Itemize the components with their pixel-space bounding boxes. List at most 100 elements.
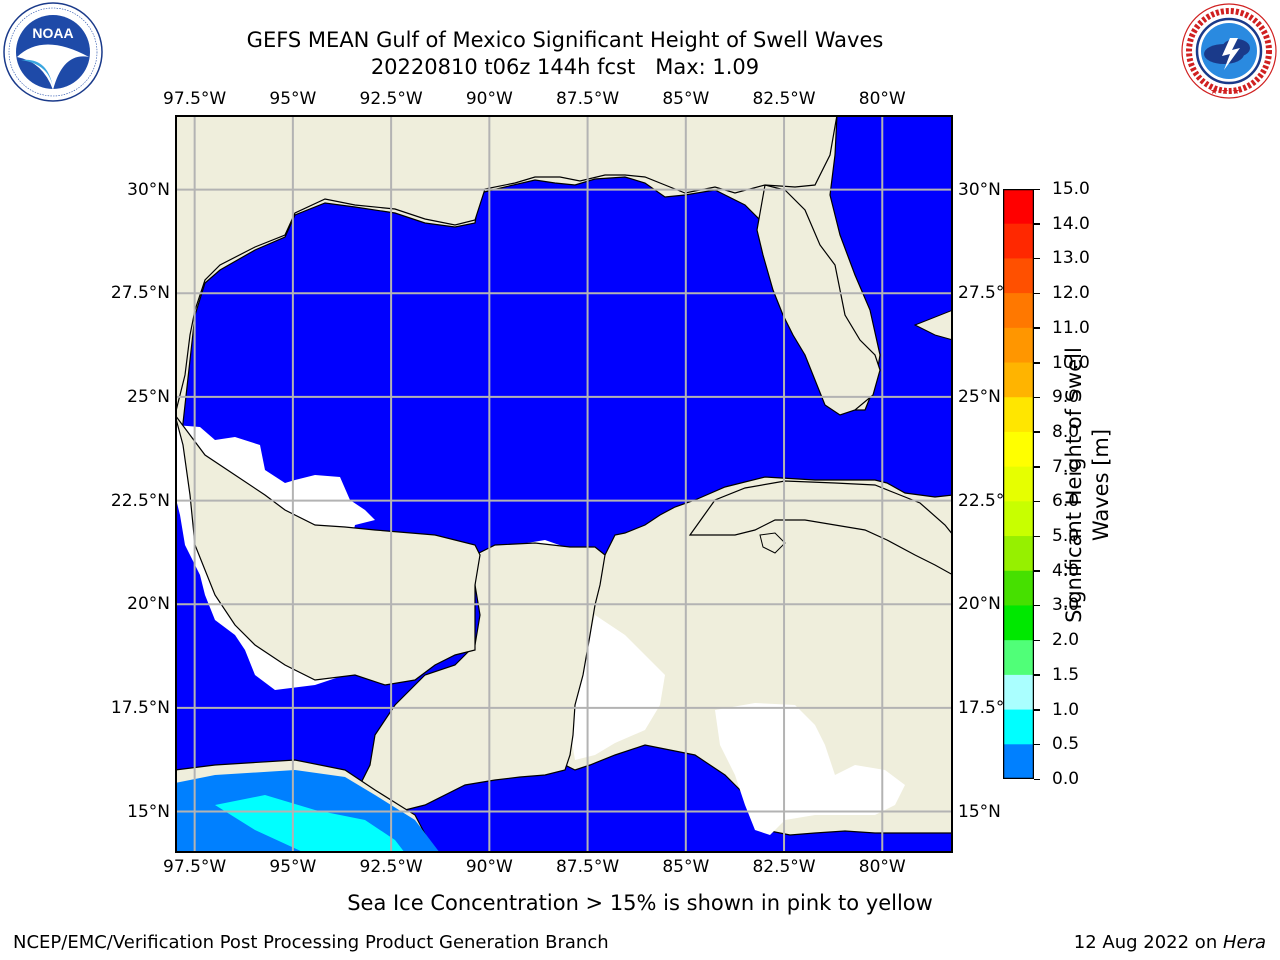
lat-tick-left-4: 20°N	[127, 594, 170, 615]
colorbar-swatch-7	[1003, 431, 1034, 468]
colorbar-title-line2: Waves [m]	[1089, 428, 1113, 542]
lon-tick-bottom-5: 85°W	[662, 857, 710, 877]
colorbar-swatch-14	[1003, 674, 1034, 711]
lon-tick-top-7: 80°W	[858, 89, 906, 109]
gulf-of-mexico-map	[174, 114, 954, 854]
colorbar-tick-mark-15	[1034, 709, 1040, 711]
lon-tick-bottom-6: 82.5°W	[752, 857, 816, 877]
lat-tick-right-1: 27.5°	[958, 283, 1005, 304]
colorbar-tick-0: 15.0	[1052, 179, 1090, 199]
lat-tick-right-6: 15°N	[958, 801, 1001, 822]
lat-tick-left-1: 27.5°N	[110, 283, 170, 304]
colorbar	[1002, 188, 1035, 780]
lat-tick-left-2: 25°N	[127, 386, 170, 407]
chart-title: GEFS MEAN Gulf of Mexico Significant Hei…	[246, 28, 884, 52]
colorbar-tick-17: 0.0	[1052, 769, 1080, 789]
footer-date: 12 Aug 2022 on Hera	[1074, 932, 1266, 953]
colorbar-tick-16: 0.5	[1052, 734, 1080, 755]
lon-tick-bottom-1: 95°W	[269, 857, 317, 877]
colorbar-swatch-9	[1003, 501, 1034, 537]
lon-tick-top-2: 92.5°W	[359, 89, 423, 109]
lat-tick-left-6: 15°N	[127, 801, 170, 822]
sea-ice-note: Sea Ice Concentration > 15% is shown in …	[347, 891, 933, 915]
colorbar-tick-mark-3	[1034, 292, 1040, 295]
lon-tick-bottom-4: 87.5°W	[555, 857, 620, 877]
colorbar-tick-mark-13	[1034, 639, 1040, 642]
lon-tick-bottom-3: 90°W	[465, 857, 513, 877]
lon-tick-bottom-0: 97.5°W	[163, 857, 227, 877]
lon-tick-top-1: 95°W	[269, 89, 317, 109]
colorbar-border	[1002, 188, 1035, 780]
no-data-region-caribbean-west	[570, 615, 665, 760]
colorbar-swatch-1	[1003, 223, 1034, 259]
colorbar-tick-mark-10	[1034, 535, 1040, 538]
colorbar-swatch-5	[1003, 362, 1034, 398]
colorbar-tick-mark-5	[1034, 362, 1040, 364]
lon-tick-top-3: 90°W	[465, 89, 513, 109]
colorbar-swatch-0	[1003, 189, 1034, 225]
colorbar-swatch-13	[1003, 640, 1034, 676]
svg-text:★ ★ ★: ★ ★ ★	[1210, 87, 1240, 97]
lat-tick-left-0: 30°N	[127, 179, 170, 200]
lat-tick-left-5: 17.5°N	[110, 697, 170, 718]
colorbar-swatches	[1002, 188, 1035, 780]
lat-tick-left-3: 22.5°N	[110, 490, 170, 511]
colorbar-title-line1: Significant Height of Swell	[1062, 347, 1086, 623]
map-plot-area	[174, 114, 954, 854]
lon-tick-top-5: 85°W	[662, 89, 710, 109]
nws-logo: ★ ★ ★	[1180, 2, 1278, 100]
colorbar-tick-1: 14.0	[1052, 213, 1090, 234]
mexico-gulf-coast	[174, 414, 481, 686]
colorbar-swatch-3	[1003, 293, 1034, 329]
colorbar-tick-mark-7	[1034, 431, 1040, 433]
yucatan-peninsula	[354, 542, 606, 854]
colorbar-swatch-6	[1003, 397, 1034, 433]
lat-tick-right-4: 20°N	[958, 594, 1001, 615]
colorbar-tick-5: 10.0	[1052, 352, 1090, 373]
colorbar-tick-mark-8	[1034, 466, 1040, 468]
colorbar-tick-mark-6	[1034, 396, 1040, 399]
noaa-logo-icon: NOAA	[3, 2, 103, 102]
colorbar-tick-13: 2.0	[1052, 630, 1080, 651]
colorbar-tick-mark-12	[1034, 604, 1040, 607]
colorbar-tick-3: 12.0	[1052, 283, 1090, 304]
colorbar-tick-7: 8.0	[1052, 421, 1080, 442]
no-data-region-caribbean-east	[715, 703, 905, 835]
cuba	[688, 480, 954, 577]
map-gridlines	[175, 115, 953, 853]
colorbar-tick-mark-0	[1034, 188, 1040, 190]
lat-tick-right-0: 30°N	[958, 179, 1001, 200]
colorbar-tick-4: 11.0	[1052, 317, 1090, 338]
svg-text:NOAA: NOAA	[32, 25, 73, 41]
lon-tick-bottom-2: 92.5°W	[359, 857, 423, 877]
footer-branch: NCEP/EMC/Verification Post Processing Pr…	[13, 932, 609, 953]
colorbar-tick-mark-11	[1034, 570, 1040, 572]
colorbar-swatch-11	[1003, 570, 1034, 606]
colorbar-tick-9: 6.0	[1052, 491, 1080, 512]
colorbar-swatch-8	[1003, 466, 1034, 502]
colorbar-swatch-10	[1003, 536, 1034, 572]
colorbar-tick-mark-9	[1034, 500, 1040, 503]
colorbar-tick-mark-17	[1034, 778, 1040, 780]
colorbar-tick-14: 1.5	[1052, 664, 1080, 685]
isle-of-youth	[759, 532, 786, 554]
colorbar-tick-10: 5.0	[1052, 526, 1080, 547]
colorbar-swatch-2	[1003, 258, 1034, 294]
florida-peninsula	[756, 184, 881, 416]
lat-tick-right-5: 17.5°	[958, 697, 1005, 718]
colorbar-tick-mark-14	[1034, 674, 1040, 676]
colorbar-tick-11: 4.0	[1052, 560, 1080, 581]
colorbar-tick-8: 7.0	[1052, 456, 1080, 477]
lat-tick-right-2: 25°N	[958, 386, 1001, 407]
colorbar-tick-mark-16	[1034, 743, 1040, 746]
colorbar-title: Significant Height of Swell Waves [m]	[1061, 315, 1115, 655]
colorbar-swatch-12	[1003, 605, 1034, 641]
pacific-swell-1.0-1.5	[215, 795, 405, 853]
colorbar-swatch-15	[1003, 709, 1034, 745]
colorbar-tick-6: 9.0	[1052, 387, 1080, 408]
colorbar-swatch-4	[1003, 327, 1034, 364]
noaa-logo: NOAA	[3, 2, 103, 102]
footer-host: Hera	[1222, 932, 1266, 953]
colorbar-tick-mark-2	[1034, 257, 1040, 260]
lon-tick-bottom-7: 80°W	[858, 857, 906, 877]
